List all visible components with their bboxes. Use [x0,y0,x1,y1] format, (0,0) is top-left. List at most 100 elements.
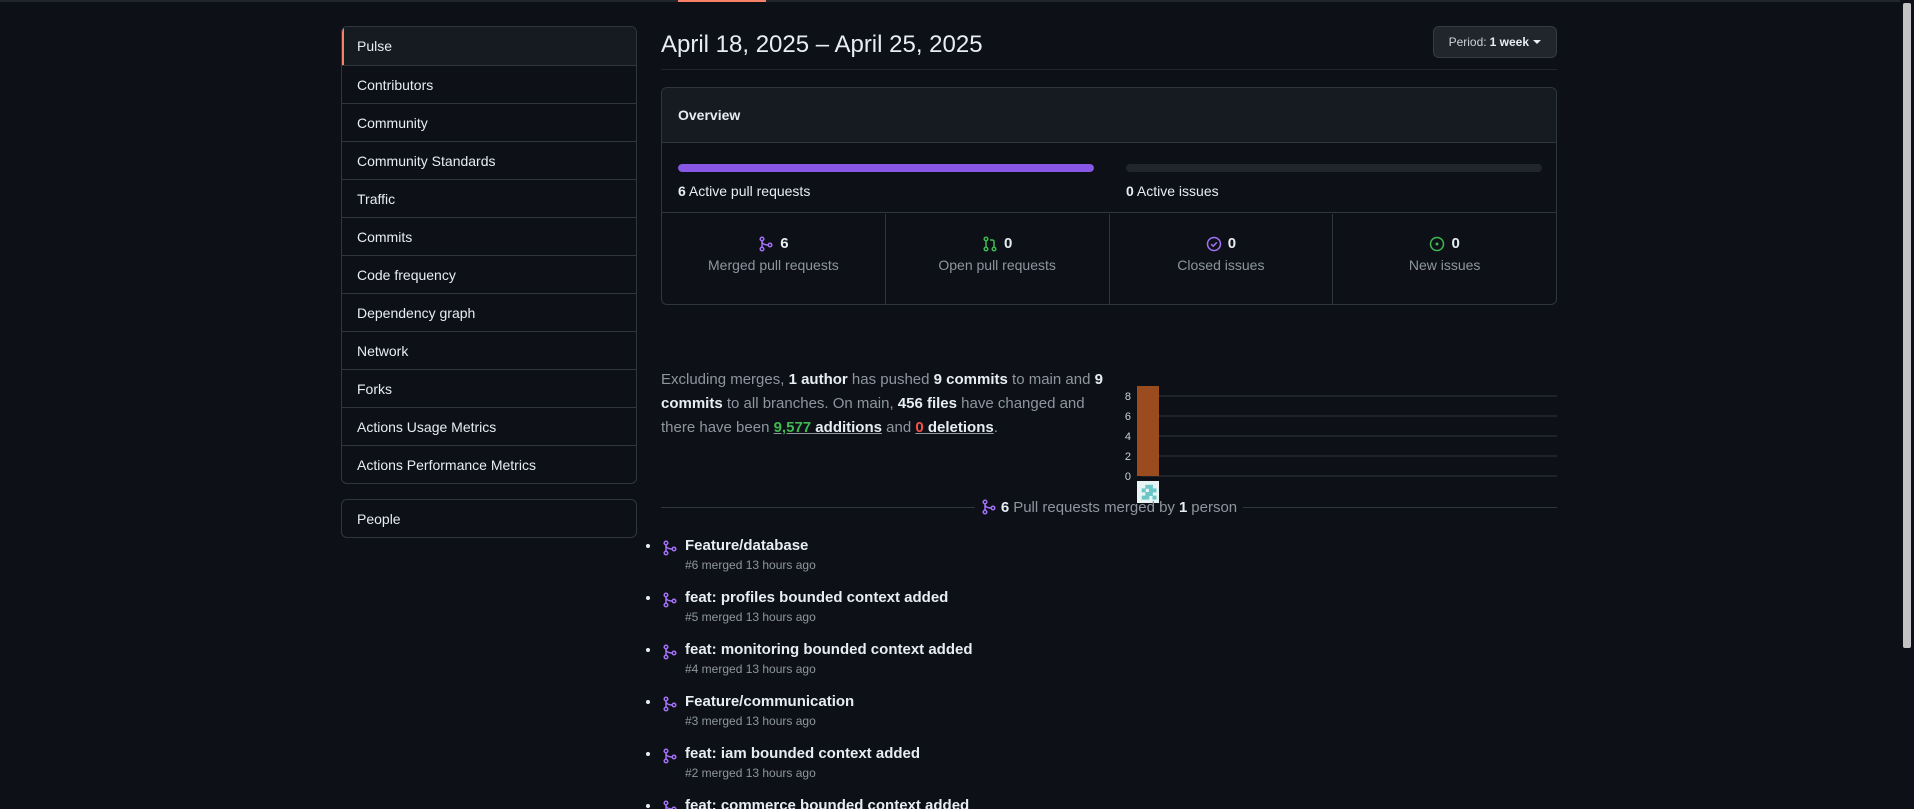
summary-text: has pushed [847,371,934,388]
caret-down-icon [1533,40,1541,44]
sidebar-item-pulse[interactable]: Pulse [342,27,636,65]
additions-word: additions [811,419,882,436]
commit-summary: Excluding merges, 1 author has pushed 9 … [661,368,1111,440]
active-prs-label: Active pull requests [688,183,811,199]
merged-prs-divider: 6 Pull requests merged by 1 person [661,497,1557,517]
sidebar-item-network[interactable]: Network [342,331,636,369]
active-tab-indicator [678,0,766,2]
active-prs-bar [678,164,1094,172]
issue-closed-icon [1206,236,1221,251]
page-scrollbar[interactable] [1900,0,1914,809]
stat-label: New issues [1408,257,1481,273]
summary-text: . [993,419,998,436]
sidebar-item-people[interactable]: People [341,499,637,538]
chart-bar[interactable] [1137,386,1159,476]
sidebar-item-actions-performance-metrics[interactable]: Actions Performance Metrics [342,445,636,483]
pr-meta: #5 merged 13 hours ago [685,610,816,624]
merged-pr-item: Feature/database #6 merged 13 hours ago [661,537,1557,589]
git-merge-icon [982,499,996,515]
git-merge-icon [662,592,678,611]
sidebar-item-community[interactable]: Community [342,103,636,141]
period-value: 1 week [1489,35,1529,49]
stat-label: Merged pull requests [708,257,839,273]
active-prs-count: 6 [678,183,686,199]
sidebar-item-actions-usage-metrics[interactable]: Actions Usage Metrics [342,407,636,445]
active-issues-count: 0 [1126,183,1134,199]
pr-title-link[interactable]: Feature/database [685,537,809,554]
insights-sidebar: Pulse Contributors Community Community S… [341,26,637,484]
stat-count: 0 [1227,235,1237,252]
git-merge-icon [759,235,773,252]
git-merge-icon [662,540,678,559]
summary-text: Excluding merges, [661,371,789,388]
summary-text: and [881,419,916,436]
merged-prs-count: 6 [1000,498,1010,516]
merged-pr-item: feat: monitoring bounded context added #4… [661,641,1557,693]
page-title: April 18, 2025 – April 25, 2025 [661,31,983,58]
divider-line [661,506,975,508]
stat-merged-prs[interactable]: 6 Merged pull requests [662,214,885,304]
stat-label: Closed issues [1177,257,1265,273]
active-issues-label: Active issues [1136,183,1219,199]
pr-meta: #3 merged 13 hours ago [685,714,816,728]
stat-label: Open pull requests [938,257,1056,273]
stat-new-issues[interactable]: 0 New issues [1332,214,1556,304]
merged-prs-text2: person [1191,498,1238,516]
stat-closed-issues[interactable]: 0 Closed issues [1108,214,1333,304]
scrollbar-thumb[interactable] [1903,3,1911,648]
sidebar-item-contributors[interactable]: Contributors [342,65,636,103]
issue-opened-icon [1430,236,1445,251]
git-merge-icon [662,696,678,715]
sidebar-item-code-frequency[interactable]: Code frequency [342,255,636,293]
sidebar-item-commits[interactable]: Commits [342,217,636,255]
chart-ytick-label: 4 [1125,431,1131,443]
pr-title-link[interactable]: feat: monitoring bounded context added [685,641,973,658]
pr-meta: #6 merged 13 hours ago [685,558,816,572]
contributor-avatar[interactable] [1137,481,1159,503]
pr-title-link[interactable]: feat: iam bounded context added [685,745,921,762]
merged-prs-people: 1 [1178,498,1188,516]
summary-commits-all[interactable]: 9 commits [661,371,1103,412]
active-prs-col[interactable]: 6 Active pull requests [678,164,1094,199]
summary-files[interactable]: 456 files [897,395,957,412]
merged-pr-item: feat: profiles bounded context added #5 m… [661,589,1557,641]
merged-pr-list: Feature/database #6 merged 13 hours ago fe… [661,537,1557,809]
summary-text: have changed and there have been [661,395,1085,436]
pulse-main: April 18, 2025 – April 25, 2025 Period: … [661,26,1557,809]
active-issues-col[interactable]: 0 Active issues [1126,164,1542,199]
period-label: Period: [1448,35,1487,49]
overview-bars: 6 Active pull requests 0 Active issues [662,144,1556,213]
pulse-header: April 18, 2025 – April 25, 2025 Period: … [661,26,1557,70]
chart-ytick-label: 2 [1125,451,1131,463]
sidebar-item-dependency-graph[interactable]: Dependency graph [342,293,636,331]
sidebar-item-forks[interactable]: Forks [342,369,636,407]
active-prs-text: 6 Active pull requests [678,183,1094,199]
pr-title-link[interactable]: feat: profiles bounded context added [685,589,949,606]
sidebar-item-community-standards[interactable]: Community Standards [342,141,636,179]
summary-authors[interactable]: 1 author [788,371,848,388]
git-merge-icon [662,644,678,663]
pr-meta: #2 merged 13 hours ago [685,766,816,780]
additions-count: 9,577 [773,419,812,436]
git-merge-icon [662,748,678,767]
active-prs-bar-fill [678,164,1094,172]
additions-link[interactable]: 9,577 additions [774,419,882,436]
git-pull-request-icon [983,235,997,252]
divider-line [1243,506,1557,508]
pr-meta: #4 merged 13 hours ago [685,662,816,676]
deletions-link[interactable]: 0 deletions [915,419,993,436]
stat-open-prs[interactable]: 0 Open pull requests [884,214,1109,304]
summary-text: to main and [1007,371,1095,388]
overview-title: Overview [662,88,1556,143]
period-select-button[interactable]: Period: 1 week [1432,26,1557,58]
pr-title-link[interactable]: Feature/communication [685,693,855,710]
stat-count: 0 [1451,235,1460,252]
git-merge-icon [662,800,678,809]
summary-commits-main[interactable]: 9 commits [933,371,1008,388]
merged-prs-heading: 6 Pull requests merged by 1 person [975,499,1243,516]
active-issues-bar [1126,164,1542,172]
chart-ytick-label: 8 [1125,391,1131,403]
deletions-count: 0 [915,419,924,436]
sidebar-item-traffic[interactable]: Traffic [342,179,636,217]
pr-title-link[interactable]: feat: commerce bounded context added [685,797,970,809]
